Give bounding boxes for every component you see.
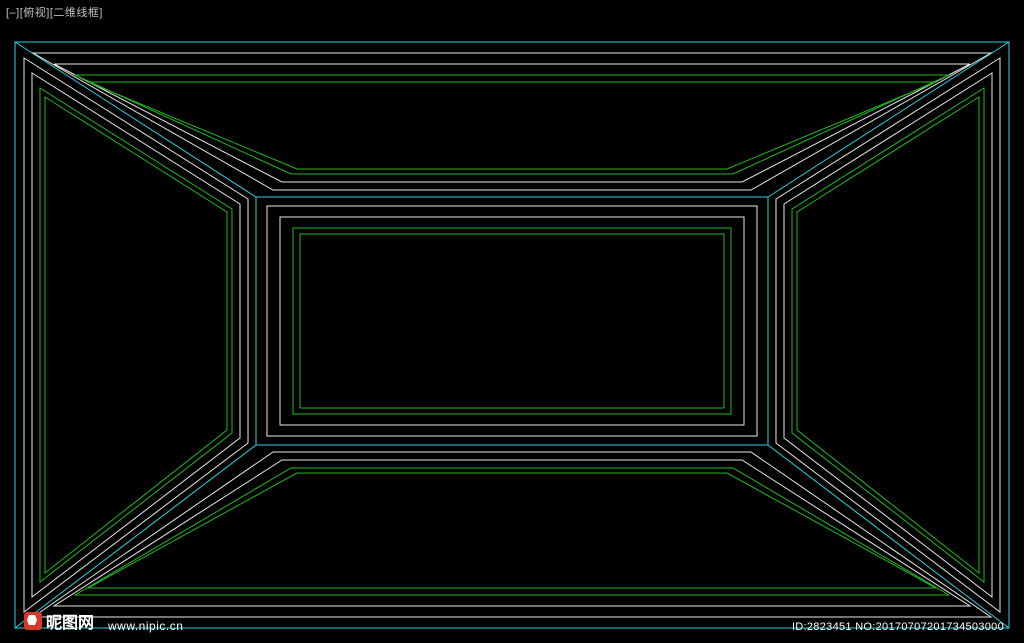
top-trap-green-inner [88,82,936,169]
bottom-trap-green-inner [88,473,936,588]
diag-bl [15,445,256,628]
bottom-trap-white-outer [33,452,991,617]
watermark-right: ID:2823451 NO:20170707201734503000 [792,621,1004,633]
center-green-outer [293,228,731,414]
center-white-inner [280,217,744,425]
left-trap-white-inner [32,73,240,597]
right-trap-white-outer [776,58,1000,612]
watermark-url: www.nipic.cn [108,619,183,633]
watermark-logo-icon [24,612,42,630]
outer-cyan-rect [15,42,1009,628]
diag-br [768,445,1009,628]
cad-wireframe-drawing [0,0,1024,643]
left-trap-white-outer [24,58,248,612]
diag-tl [15,42,256,197]
top-trap-green-outer [75,75,949,174]
viewport-label: [–][俯视][二维线框] [6,4,103,20]
center-green-inner [300,234,724,408]
right-trap-green-outer [792,88,984,582]
watermark-logo: 昵图网 [24,609,94,633]
right-trap-white-inner [784,73,992,597]
bottom-trap-white-inner [54,460,970,606]
diag-tr [768,42,1009,197]
watermark-no: NO:20170707201734503000 [855,621,1004,633]
center-white-outer [267,206,757,436]
watermark-left: 昵图网 www.nipic.cn [24,609,183,633]
left-trap-green-outer [40,88,232,582]
watermark-id: ID:2823451 [792,621,852,633]
bottom-trap-green-outer [75,468,949,595]
watermark-brand: 昵图网 [46,609,94,633]
